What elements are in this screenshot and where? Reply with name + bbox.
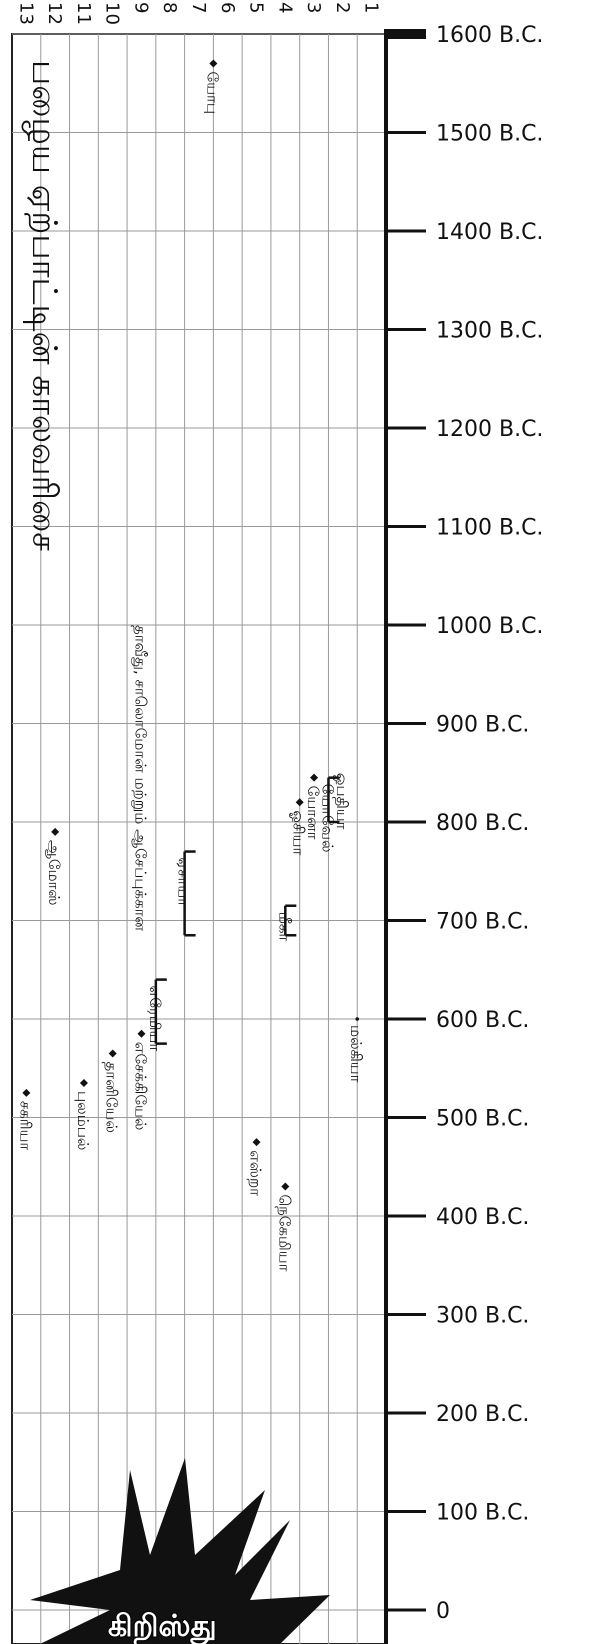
axis-tick-label: 500 B.C. [436, 1107, 529, 1132]
event-nehemiah: நெகேமியா [275, 1182, 293, 1272]
axis-tick-label: 700 B.C. [436, 910, 529, 935]
event-joel: யோவேல் [318, 776, 340, 853]
tick-layer: 1600 B.C. 1500 B.C. 1400 B.C. 1300 B.C. 1200… [384, 23, 543, 1624]
event-marker [310, 773, 319, 782]
event-ezekiel: எசேக்கியேல் [131, 1029, 149, 1131]
column-number: 10 [102, 2, 123, 25]
event-isaiah: ஏசாயா [175, 850, 196, 937]
chart-frame [11, 33, 387, 1644]
event-label: மீகா [275, 912, 293, 942]
axis-tick-label: 400 B.C. [436, 1205, 529, 1230]
column-number: 5 [246, 2, 267, 13]
axis-tick-label: 0 [436, 1599, 450, 1624]
column-number: 1 [361, 2, 382, 13]
event-marker [209, 59, 218, 68]
event-marker [295, 798, 304, 807]
axis-tick-label: 600 B.C. [436, 1008, 529, 1033]
event-label: ஓசியா [290, 810, 308, 855]
event-micah: மீகா [275, 904, 297, 942]
event-label: தானியேல் [103, 1061, 121, 1133]
column-number: 9 [130, 2, 151, 13]
axis-tick-label: 1100 B.C. [436, 516, 543, 541]
event-jonah: யோனா [304, 773, 322, 840]
event-marker [108, 1049, 117, 1058]
event-jeremiah: எரேமியா [146, 978, 167, 1052]
axis-tick-label: 1400 B.C. [436, 220, 543, 245]
axis-tick-label: 1600 B.C. [436, 23, 543, 48]
event-daniel: தானியேல் [103, 1049, 121, 1133]
event-label: எசேக்கியேல் [131, 1042, 149, 1131]
event-marker [281, 1182, 290, 1191]
event-layer: யோபு தாவீது, சாலொமோன் மற்றும் ஆசேப்புக்கா… [16, 59, 365, 1272]
event-job: யோபு [203, 59, 221, 115]
column-number: 8 [159, 2, 180, 13]
event-label: புலம்பல் [74, 1091, 92, 1150]
column-number: 4 [274, 2, 295, 13]
event-label: மல்கியா [347, 1025, 365, 1083]
column-number: 13 [15, 2, 36, 25]
event-label: எஸ்றா [247, 1150, 265, 1196]
axis-tick-label: 300 B.C. [436, 1304, 529, 1329]
axis-tick-label: 100 B.C. [436, 1501, 529, 1526]
column-number: 7 [188, 2, 209, 13]
event-marker [79, 1079, 88, 1088]
event-malachi: மல்கியா [347, 1017, 365, 1083]
event-marker [137, 1029, 146, 1038]
event-ezra: எஸ்றா [247, 1138, 265, 1196]
axis-cap [384, 29, 426, 39]
event-lamentations: புலம்பல் [74, 1079, 92, 1150]
column-number: 12 [44, 2, 65, 25]
event-label: தாவீது, சாலொமோன் மற்றும் ஆசேப்புக்கான [131, 625, 149, 931]
event-label: ஒபதியா [333, 773, 351, 830]
event-zechariah: சகரியா [16, 1088, 34, 1151]
burst-label: கிறிஸ்து [108, 1609, 217, 1644]
event-label: எரேமியா [146, 986, 164, 1052]
event-label: யோவேல் [318, 784, 336, 853]
event-label: ஏசாயா [175, 858, 193, 907]
axis-tick-label: 1300 B.C. [436, 319, 543, 344]
event-obadiah: ஒபதியா [333, 773, 351, 830]
event-david: தாவீது, சாலொமோன் மற்றும் ஆசேப்புக்கான [131, 625, 149, 931]
event-marker [51, 827, 60, 836]
column-number: 11 [73, 2, 94, 25]
event-label: ஆமோஸ் [45, 840, 63, 906]
event-label: நெகேமியா [275, 1194, 293, 1271]
column-number: 2 [332, 2, 353, 13]
event-marker [22, 1088, 31, 1097]
event-label: யோனா [304, 786, 322, 840]
event-amos: ஆமோஸ் [45, 827, 63, 906]
page-title: பழைய ஏற்பாட்டின் காலவரிசை [22, 60, 64, 551]
event-marker [252, 1138, 261, 1147]
event-label: சகரியா [16, 1101, 34, 1151]
starburst-shape [30, 1458, 330, 1644]
axis-tick-label: 800 B.C. [436, 811, 529, 836]
axis-tick-label: 200 B.C. [436, 1402, 529, 1427]
grid-layer [11, 33, 388, 1644]
event-hosea: ஓசியா [290, 798, 308, 855]
axis-tick-label: 900 B.C. [436, 713, 529, 738]
column-number: 3 [303, 2, 324, 13]
axis-tick-label: 1500 B.C. [436, 122, 543, 147]
axis-tick-label: 1000 B.C. [436, 614, 543, 639]
burst-graphic: கிறிஸ்து [30, 1458, 330, 1644]
event-marker [355, 1017, 360, 1021]
column-number: 6 [217, 2, 238, 13]
axis-tick-label: 1200 B.C. [436, 417, 543, 442]
event-label: யோபு [203, 72, 221, 115]
